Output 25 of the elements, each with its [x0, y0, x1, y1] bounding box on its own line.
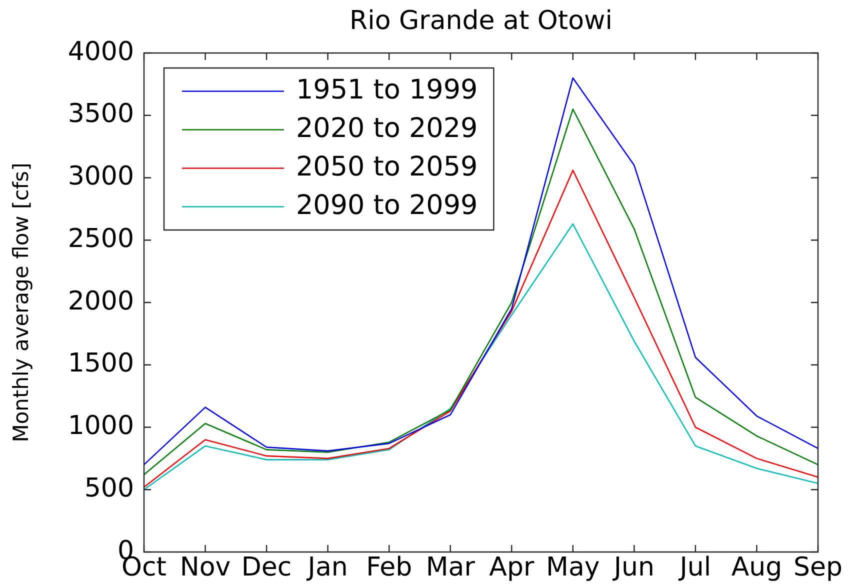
x-tick-label: Apr [489, 552, 534, 582]
legend-label: 2020 to 2029 [296, 112, 478, 144]
legend-label: 1951 to 1999 [296, 74, 478, 106]
x-tick-label: Jul [678, 552, 712, 582]
x-tick-label: Aug [731, 552, 782, 582]
x-tick-label: Mar [426, 552, 476, 582]
chart-title: Rio Grande at Otowi [350, 6, 612, 36]
y-axis-title: Monthly average flow [cfs] [9, 162, 34, 442]
x-tick-label: Jan [306, 552, 348, 582]
x-tick-label: Feb [366, 552, 412, 582]
y-tick-label: 1000 [68, 411, 134, 441]
x-tick-label: Nov [180, 552, 231, 582]
y-tick-label: 1500 [68, 348, 134, 379]
y-tick-label: 4000 [68, 36, 134, 67]
y-tick-label: 2500 [68, 224, 134, 254]
x-tick-label: May [546, 552, 600, 582]
x-tick-label: Jun [612, 552, 654, 582]
y-tick-label: 3000 [68, 162, 134, 192]
legend-label: 2050 to 2059 [296, 151, 478, 182]
y-tick-label: 3500 [68, 99, 134, 130]
x-tick-label: Sep [793, 552, 843, 582]
y-tick-label: 2000 [68, 286, 134, 316]
y-tick-label: 500 [84, 473, 134, 504]
legend-label: 2090 to 2099 [296, 190, 478, 221]
x-tick-label: Dec [241, 552, 292, 582]
